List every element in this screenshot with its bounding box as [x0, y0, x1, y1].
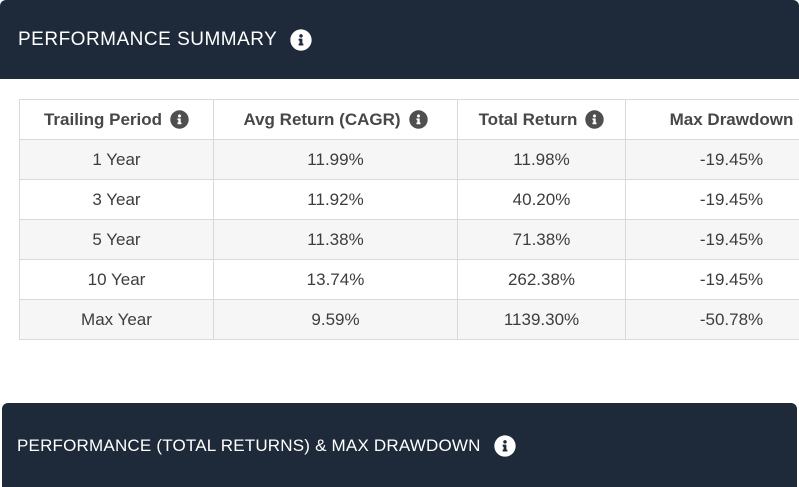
- cell-max-drawdown: -50.78%: [625, 299, 799, 340]
- summary-card-body: Trailing Period Avg Return (CAGR) Total …: [0, 79, 799, 340]
- table-row: Max Year 9.59% 1139.30% -50.78%: [19, 299, 799, 340]
- cell-total-return: 262.38%: [457, 259, 626, 300]
- column-header-max-drawdown: Max Drawdown: [625, 99, 799, 140]
- info-circle-icon[interactable]: [585, 109, 605, 129]
- table-row: 5 Year 11.38% 71.38% -19.45%: [19, 219, 799, 260]
- performance-drawdown-header: PERFORMANCE (TOTAL RETURNS) & MAX DRAWDO…: [2, 403, 797, 487]
- performance-summary-header: PERFORMANCE SUMMARY: [0, 0, 799, 79]
- cell-total-return: 71.38%: [457, 219, 626, 260]
- cell-avg-return: 11.99%: [213, 139, 458, 180]
- cell-avg-return: 11.38%: [213, 219, 458, 260]
- table-row: 1 Year 11.99% 11.98% -19.45%: [19, 139, 799, 180]
- cell-avg-return: 11.92%: [213, 179, 458, 220]
- column-header-label: Trailing Period: [43, 109, 163, 129]
- cell-max-drawdown: -19.45%: [625, 179, 799, 220]
- table-header-row: Trailing Period Avg Return (CAGR) Total …: [19, 99, 799, 140]
- performance-summary-table: Trailing Period Avg Return (CAGR) Total …: [19, 99, 799, 340]
- cell-trailing-period: 10 Year: [19, 259, 214, 300]
- info-circle-icon[interactable]: [493, 434, 516, 457]
- cell-trailing-period: 3 Year: [19, 179, 214, 220]
- cell-max-drawdown: -19.45%: [625, 219, 799, 260]
- cell-avg-return: 9.59%: [213, 299, 458, 340]
- table-scroll-area: Trailing Period Avg Return (CAGR) Total …: [19, 99, 799, 340]
- column-header-label: Max Drawdown: [669, 109, 794, 129]
- cell-max-drawdown: -19.45%: [625, 259, 799, 300]
- column-header-total-return: Total Return: [457, 99, 626, 140]
- cell-avg-return: 13.74%: [213, 259, 458, 300]
- cell-max-drawdown: -19.45%: [625, 139, 799, 180]
- table-row: 3 Year 11.92% 40.20% -19.45%: [19, 179, 799, 220]
- column-header-label: Avg Return (CAGR): [243, 109, 401, 129]
- cell-trailing-period: 5 Year: [19, 219, 214, 260]
- table-row: 10 Year 13.74% 262.38% -19.45%: [19, 259, 799, 300]
- cell-trailing-period: Max Year: [19, 299, 214, 340]
- cell-trailing-period: 1 Year: [19, 139, 214, 180]
- info-circle-icon[interactable]: [290, 28, 312, 51]
- cell-total-return: 40.20%: [457, 179, 626, 220]
- info-circle-icon[interactable]: [408, 109, 428, 129]
- column-header-label: Total Return: [478, 109, 578, 129]
- performance-summary-title: PERFORMANCE SUMMARY: [18, 28, 278, 50]
- section-gap: [0, 340, 799, 403]
- cell-total-return: 11.98%: [457, 139, 626, 180]
- column-header-avg-return: Avg Return (CAGR): [213, 99, 458, 140]
- info-circle-icon[interactable]: [170, 109, 189, 129]
- column-header-trailing-period: Trailing Period: [19, 99, 214, 140]
- performance-drawdown-title: PERFORMANCE (TOTAL RETURNS) & MAX DRAWDO…: [17, 435, 481, 455]
- cell-total-return: 1139.30%: [457, 299, 626, 340]
